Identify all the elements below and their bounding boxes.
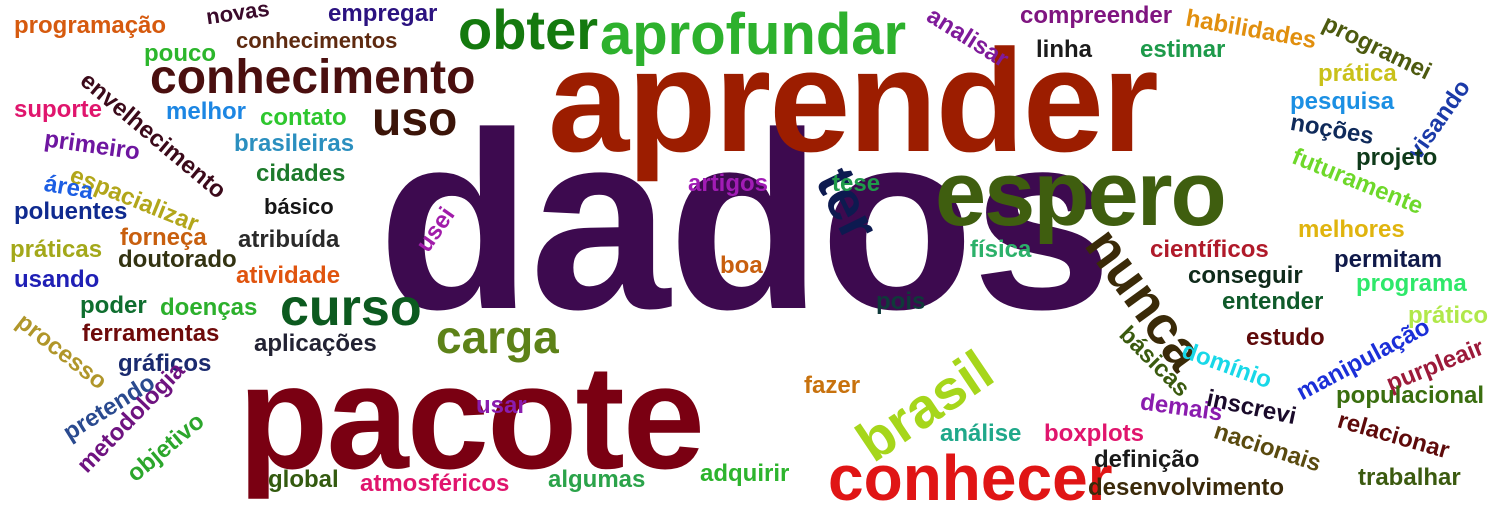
word-obter: obter bbox=[458, 0, 598, 61]
word-adquirir: adquirir bbox=[700, 460, 790, 487]
word-ferramentas: ferramentas bbox=[82, 320, 220, 347]
word-definicao: definição bbox=[1094, 446, 1200, 473]
word-trabalhar: trabalhar bbox=[1358, 464, 1461, 491]
word-fisica: física bbox=[970, 236, 1032, 263]
word-doencas: doenças bbox=[160, 294, 258, 321]
word-pacote: pacote bbox=[238, 335, 705, 500]
word-primeiro: primeiro bbox=[42, 125, 142, 166]
word-contato: contato bbox=[260, 104, 347, 131]
word-atribuida: atribuída bbox=[238, 226, 340, 253]
word-espero: espero bbox=[935, 143, 1227, 245]
word-praticas: práticas bbox=[10, 236, 103, 263]
word-programa: programa bbox=[1356, 270, 1467, 297]
word-usar: usar bbox=[476, 392, 527, 419]
word-conhecimento: conhecimento bbox=[150, 51, 476, 104]
word-melhor: melhor bbox=[166, 98, 247, 125]
word-estimar: estimar bbox=[1140, 36, 1226, 63]
word-artigos: artigos bbox=[688, 170, 769, 197]
word-melhores: melhores bbox=[1298, 216, 1405, 243]
word-usando: usando bbox=[14, 266, 100, 293]
word-tese: tese bbox=[832, 170, 881, 197]
word-relacionar: relacionar bbox=[1334, 406, 1453, 465]
word-aplicacoes: aplicações bbox=[254, 330, 377, 357]
word-suporte: suporte bbox=[14, 96, 103, 123]
word-carga: carga bbox=[436, 311, 559, 363]
word-conhecimentos: conhecimentos bbox=[236, 28, 398, 53]
word-poluentes: poluentes bbox=[14, 198, 128, 225]
word-conseguir: conseguir bbox=[1188, 262, 1303, 289]
word-graficos: gráficos bbox=[118, 350, 212, 377]
word-poder: poder bbox=[80, 292, 147, 319]
word-pratica: prática bbox=[1318, 60, 1397, 87]
word-curso: curso bbox=[280, 279, 422, 337]
word-boa: boa bbox=[720, 252, 763, 279]
word-populacional: populacional bbox=[1336, 382, 1485, 409]
word-pesquisa: pesquisa bbox=[1290, 88, 1395, 115]
word-atmosfericos: atmosféricos bbox=[360, 470, 510, 497]
word-uso: uso bbox=[372, 93, 458, 146]
word-estudo: estudo bbox=[1246, 324, 1325, 351]
word-conhecer: conhecer bbox=[828, 442, 1113, 512]
word-forneca: forneça bbox=[120, 224, 207, 251]
word-novas: novas bbox=[204, 0, 271, 30]
word-fazer: fazer bbox=[804, 372, 861, 399]
word-basico: básico bbox=[264, 194, 334, 219]
word-permitam: permitam bbox=[1334, 246, 1443, 273]
word-pois: pois bbox=[876, 288, 926, 315]
word-global: global bbox=[268, 466, 339, 493]
word-empregar: empregar bbox=[328, 0, 438, 27]
word-pouco: pouco bbox=[144, 40, 216, 67]
word-desenvolvimento: desenvolvimento bbox=[1088, 474, 1285, 501]
word-aprofundar: aprofundar bbox=[600, 2, 907, 67]
word-analise: análise bbox=[940, 420, 1022, 447]
word-programacao: programação bbox=[14, 12, 167, 39]
word-projeto: projeto bbox=[1356, 144, 1438, 171]
word-cientificos: científicos bbox=[1150, 236, 1269, 263]
word-entender: entender bbox=[1222, 288, 1324, 315]
word-dados: dados bbox=[378, 81, 1112, 362]
word-algumas: algumas bbox=[548, 466, 646, 493]
word-atividade: atividade bbox=[236, 262, 341, 289]
word-brasileiras: brasileiras bbox=[234, 130, 355, 157]
word-aprender: aprender bbox=[548, 19, 1159, 182]
word-pratico: prático bbox=[1408, 302, 1489, 329]
word-boxplots: boxplots bbox=[1044, 420, 1144, 447]
word-cidades: cidades bbox=[256, 160, 346, 187]
word-nacionais: nacionais bbox=[1210, 417, 1325, 478]
word-linha: linha bbox=[1036, 36, 1093, 63]
word-compreender: compreender bbox=[1020, 2, 1173, 29]
word-doutorado: doutorado bbox=[118, 246, 237, 273]
